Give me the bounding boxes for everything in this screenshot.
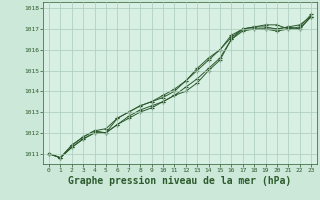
X-axis label: Graphe pression niveau de la mer (hPa): Graphe pression niveau de la mer (hPa) <box>68 176 292 186</box>
